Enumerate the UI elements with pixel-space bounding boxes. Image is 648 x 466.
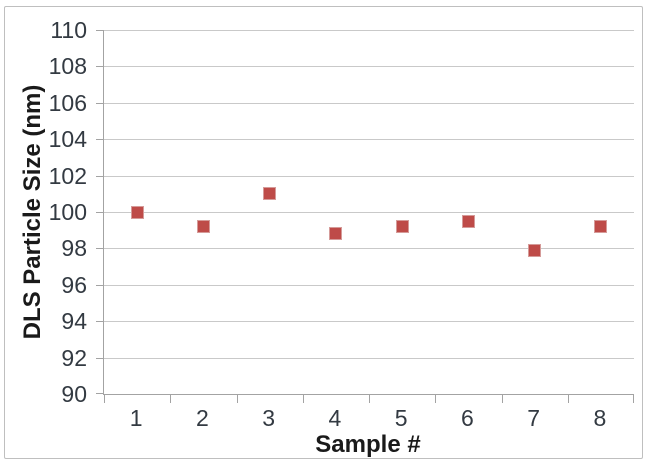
y-tick-mark-106 [96,102,104,104]
data-point-7 [529,244,541,256]
x-tick-mark-4 [369,395,370,403]
y-tick-mark-96 [96,284,104,286]
y-tick-label-100: 100 [48,199,87,225]
y-tick-label-108: 108 [48,53,87,80]
x-tick-label-3: 3 [262,405,276,431]
y-tick-label-106: 106 [48,89,87,116]
gridline-100 [104,212,634,213]
gridline-104 [104,139,634,141]
gridline-102 [104,175,634,177]
x-tick-mark-3 [302,395,304,403]
y-tick-label-96: 96 [61,271,87,298]
x-tick-label-8: 8 [593,405,607,431]
x-tick-mark-8 [633,395,634,403]
x-tick-mark-2 [236,395,238,403]
y-tick-mark-98 [96,248,104,250]
gridline-106 [104,102,634,104]
gridline-98 [104,248,634,250]
y-tick-mark-94 [96,321,104,323]
x-tick-label-4: 4 [328,405,342,431]
x-tick-label-6: 6 [460,405,474,431]
x-tick-mark-6 [501,395,503,403]
y-tick-mark-110 [96,30,104,31]
x-tick-mark-7 [567,395,569,403]
y-tick-label-90: 90 [61,381,87,407]
chart-frame [4,6,643,459]
y-tick-label-102: 102 [48,162,87,189]
data-point-8 [595,221,607,233]
x-tick-label-1: 1 [129,405,143,431]
x-tick-label-2: 2 [195,405,209,431]
data-point-5 [396,221,408,233]
gridline-92 [104,357,634,359]
y-tick-mark-100 [96,212,104,213]
data-point-6 [462,215,474,227]
x-tick-mark-5 [435,395,437,403]
x-tick-mark-0 [104,395,105,403]
data-point-4 [330,228,342,240]
x-tick-label-5: 5 [394,405,408,431]
plot-area [96,30,634,403]
x-axis-title: Sample # [315,431,421,458]
y-tick-label-94: 94 [61,308,87,335]
y-tick-label-104: 104 [48,126,87,153]
gridline-94 [104,321,634,323]
x-tick-label-7: 7 [527,405,541,431]
y-tick-label-110: 110 [50,17,87,43]
y-tick-label-92: 92 [61,344,87,371]
data-point-1 [131,206,143,218]
y-tick-mark-108 [96,66,104,68]
y-tick-mark-92 [96,357,104,359]
data-point-2 [197,221,209,233]
y-tick-mark-90 [96,393,104,394]
gridline-108 [104,66,634,68]
y-tick-mark-102 [96,175,104,177]
data-point-3 [264,188,276,200]
gridline-110 [104,30,634,31]
y-tick-label-98: 98 [61,235,87,262]
gridline-96 [104,284,634,286]
x-tick-mark-1 [170,395,172,403]
y-tick-mark-104 [96,139,104,141]
